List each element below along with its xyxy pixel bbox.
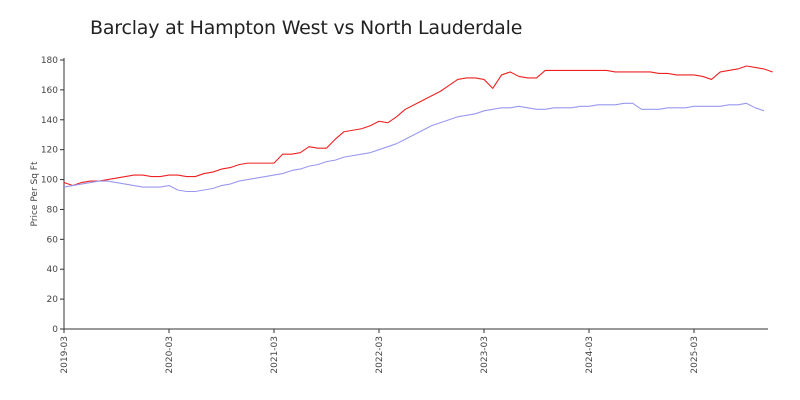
y-tick-label: 20 — [47, 295, 59, 305]
y-tick-label: 40 — [47, 265, 59, 275]
series-line-blue — [63, 102, 765, 193]
y-tick-label: 120 — [41, 146, 58, 156]
x-tick-label: 2019-03 — [60, 336, 70, 374]
x-tick-label: 2024-03 — [585, 336, 595, 374]
y-tick-label: 100 — [41, 176, 58, 186]
y-tick-label: 140 — [41, 116, 58, 126]
series-line-red — [63, 65, 773, 187]
x-tick-label: 2022-03 — [375, 336, 385, 374]
y-tick-label: 60 — [47, 235, 59, 245]
y-tick-label: 160 — [41, 86, 58, 96]
x-tick-label: 2021-03 — [270, 336, 280, 374]
x-tick-label: 2023-03 — [480, 336, 490, 374]
y-tick-label: 0 — [52, 325, 58, 335]
x-tick-label: 2020-03 — [165, 336, 175, 374]
y-tick-label: 80 — [47, 205, 59, 215]
chart-title: Barclay at Hampton West vs North Lauderd… — [90, 17, 523, 39]
y-axis-label: Price Per Sq Ft — [30, 161, 40, 226]
series-layer — [63, 65, 773, 193]
axes: 0 20 40 60 80 100 120 140 160 180 2019-03 2020-03 20… — [41, 56, 768, 374]
x-tick-label: 2025-03 — [690, 336, 700, 374]
y-tick-label: 180 — [41, 56, 58, 66]
